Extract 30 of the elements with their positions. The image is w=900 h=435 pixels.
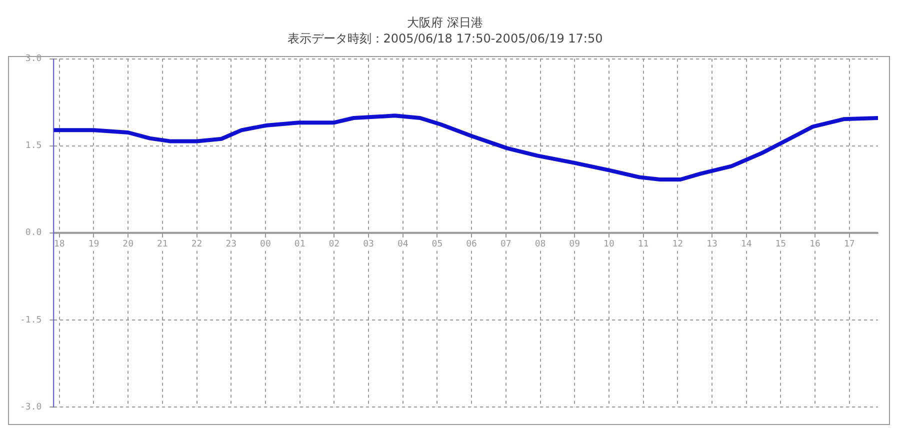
y-tick-label: -1.5 [20,315,42,326]
x-tick-label: 02 [328,240,340,250]
chart-subtitle: 表示データ時刻：2005/06/18 17:50-2005/06/19 17:50 [287,32,603,46]
x-tick-label: 13 [706,240,718,250]
x-tick-label: 07 [500,240,512,250]
x-tick-label: 21 [157,240,168,250]
x-tick-label: 04 [397,240,408,250]
x-tick-label: 15 [775,240,786,250]
y-tick-label: 0.0 [25,228,42,238]
x-tick-label: 17 [844,240,855,250]
chart-title: 大阪府 深日港 [407,15,483,30]
y-tick-label: 1.5 [25,141,42,152]
x-tick-label: 03 [363,240,374,250]
x-tick-label: 22 [191,240,202,250]
x-tick-label: 10 [604,240,614,250]
x-tick-label: 20 [122,240,134,250]
x-tick-label: 08 [534,240,546,250]
x-tick-label: 06 [466,240,477,250]
x-tick-label: 16 [810,240,820,250]
x-tick-label: 19 [88,240,100,250]
x-tick-label: 01 [294,240,306,250]
x-tick-label: 14 [740,240,752,250]
x-tick-label: 12 [672,240,684,250]
x-tick-label: 00 [260,240,271,250]
x-tick-label: 18 [54,240,65,250]
x-tick-label: 23 [226,240,237,250]
x-tick-label: 11 [638,240,649,250]
x-tick-label: 05 [432,240,443,250]
y-tick-label: -3.0 [20,402,42,412]
x-tick-label: 09 [569,240,580,250]
